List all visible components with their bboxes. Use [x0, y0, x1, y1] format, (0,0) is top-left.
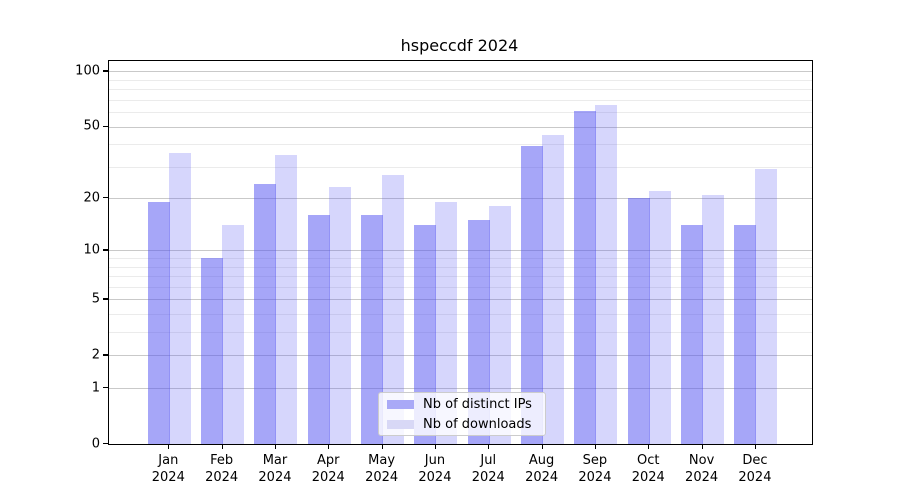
y-tick-label-100: 100: [75, 63, 100, 79]
x-tick-mark-jun: [434, 444, 437, 449]
gridline-8: [109, 266, 812, 268]
bar-feb-downloads: [222, 225, 245, 444]
x-tick-label-feb: Feb 2024: [205, 453, 239, 485]
bar-jun-downloads: [435, 202, 458, 444]
x-tick-label-dec: Dec 2024: [738, 453, 772, 485]
plot-area: Nb of distinct IPs Nb of downloads: [108, 60, 813, 445]
x-tick-mark-aug: [541, 444, 543, 449]
x-tick-label-jun: Jun 2024: [418, 453, 452, 485]
gridline-2: [109, 355, 812, 357]
bar-mar-downloads: [275, 154, 298, 444]
legend-label-distinct-ips: Nb of distinct IPs: [423, 396, 532, 412]
gridline-50: [109, 126, 812, 128]
bar-jul-downloads: [488, 206, 511, 444]
bar-feb-distinct-ips: [201, 258, 224, 444]
y-tick-label-1: 1: [91, 380, 100, 396]
bar-apr-downloads: [328, 187, 351, 444]
x-tick-label-jan: Jan 2024: [151, 453, 185, 485]
bar-dec-downloads: [755, 169, 778, 444]
bar-jan-downloads: [168, 152, 191, 444]
gridline-100: [109, 71, 812, 73]
x-tick-mark-apr: [328, 444, 330, 449]
x-tick-label-mar: Mar 2024: [258, 453, 292, 485]
x-tick-mark-jan: [168, 444, 170, 449]
legend-swatch-downloads: [387, 419, 414, 429]
gridline-9: [109, 258, 812, 260]
gridline-5: [109, 299, 812, 301]
gridline-3: [109, 332, 812, 334]
gridline-6: [109, 286, 812, 288]
y-tick-label-0: 0: [91, 436, 100, 451]
gridline-20: [109, 198, 812, 200]
gridline-60: [109, 112, 812, 114]
y-tick-mark-5: [103, 298, 108, 300]
y-tick-mark-0: [103, 443, 108, 445]
x-tick-label-apr: Apr 2024: [311, 453, 345, 485]
gridline-1: [109, 388, 812, 390]
bar-aug-distinct-ips: [521, 146, 544, 444]
y-tick-mark-10: [103, 249, 108, 251]
legend-row-distinct-ips: Nb of distinct IPs: [387, 397, 537, 412]
x-tick-mark-sep: [594, 444, 597, 449]
x-tick-mark-nov: [701, 444, 703, 449]
bar-may-distinct-ips: [361, 215, 384, 444]
x-tick-label-jul: Jul 2024: [471, 453, 505, 485]
legend-swatch-distinct-ips: [387, 399, 414, 409]
bar-sep-distinct-ips: [574, 110, 597, 444]
gridline-4: [109, 314, 812, 316]
bar-dec-distinct-ips: [734, 225, 757, 444]
bar-nov-distinct-ips: [681, 225, 704, 444]
x-tick-label-aug: Aug 2024: [525, 453, 559, 485]
legend-row-downloads: Nb of downloads: [387, 417, 537, 432]
y-tick-mark-20: [103, 197, 108, 199]
y-tick-mark-100: [103, 70, 108, 72]
legend-label-downloads: Nb of downloads: [423, 416, 532, 432]
bar-oct-distinct-ips: [627, 198, 650, 444]
bar-may-downloads: [382, 175, 405, 444]
x-tick-mark-may: [381, 444, 383, 449]
bar-aug-downloads: [542, 134, 565, 444]
x-tick-mark-dec: [754, 444, 757, 449]
x-tick-mark-mar: [274, 444, 277, 449]
y-tick-mark-2: [103, 354, 108, 356]
y-tick-label-10: 10: [83, 242, 100, 258]
bar-nov-downloads: [702, 194, 725, 444]
y-tick-label-20: 20: [83, 190, 100, 206]
x-tick-label-oct: Oct 2024: [631, 453, 665, 485]
gridline-80: [109, 89, 812, 91]
gridline-30: [109, 166, 812, 168]
x-tick-label-may: May 2024: [365, 453, 399, 485]
y-tick-label-50: 50: [83, 118, 100, 134]
x-tick-mark-jul: [488, 444, 490, 449]
bar-jul-distinct-ips: [467, 220, 490, 444]
gridline-40: [109, 144, 812, 146]
y-tick-mark-1: [103, 387, 108, 389]
x-tick-mark-feb: [221, 444, 223, 449]
bar-apr-distinct-ips: [307, 215, 330, 444]
y-tick-label-5: 5: [91, 291, 100, 307]
legend: Nb of distinct IPs Nb of downloads: [378, 392, 546, 436]
chart-title: hspeccdf 2024: [400, 36, 519, 55]
bar-oct-downloads: [648, 190, 671, 444]
x-tick-mark-oct: [648, 444, 650, 449]
bar-jun-distinct-ips: [414, 225, 437, 444]
x-tick-label-nov: Nov 2024: [685, 453, 719, 485]
bar-jan-distinct-ips: [147, 202, 170, 444]
x-tick-label-sep: Sep 2024: [578, 453, 612, 485]
y-tick-label-2: 2: [91, 347, 100, 363]
gridline-7: [109, 276, 812, 278]
gridline-70: [109, 99, 812, 101]
bar-mar-distinct-ips: [254, 184, 277, 444]
bar-sep-downloads: [595, 104, 618, 444]
gridline-90: [109, 79, 812, 81]
gridline-10: [109, 250, 812, 252]
y-tick-mark-50: [103, 125, 108, 127]
